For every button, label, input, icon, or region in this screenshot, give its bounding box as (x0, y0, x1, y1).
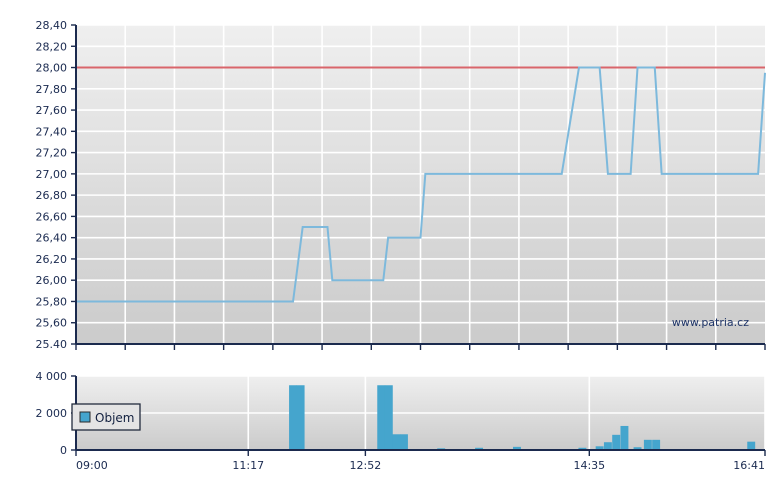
price-y-tick-label: 25,80 (36, 295, 68, 308)
volume-bar[interactable] (612, 434, 621, 450)
price-y-tick-label: 27,00 (36, 168, 68, 181)
price-y-tick-label: 25.40 (36, 338, 68, 351)
price-y-tick-labels: 28,40 28,20 28,00 27,80 27,60 27,40 27,20 27,00… (36, 19, 76, 351)
volume-x-tick-label: 16:41 (733, 459, 765, 472)
price-y-tick-label: 27,20 (36, 147, 68, 160)
price-y-tick-label: 28,00 (36, 62, 68, 75)
price-y-tick-label: 25,60 (36, 317, 68, 330)
volume-bar[interactable] (652, 439, 661, 450)
volume-bar[interactable] (296, 385, 305, 450)
volume-x-tick-labels: 09:00 11:17 12:52 14:35 16:41 (75, 450, 766, 472)
price-y-tick-label: 28,40 (36, 19, 68, 32)
volume-x-tick-label: 14:35 (573, 459, 605, 472)
price-y-tick-label: 26,40 (36, 232, 68, 245)
volume-bar[interactable] (747, 441, 756, 450)
price-y-tick-label: 27,40 (36, 125, 68, 138)
volume-bar[interactable] (289, 385, 297, 450)
volume-bar[interactable] (595, 446, 604, 450)
volume-plot[interactable]: 4 000 2 000 0 09:00 11:17 12:52 14:35 16:41 Ob… (0, 360, 780, 490)
volume-x-tick-label: 09:00 (76, 459, 108, 472)
price-y-tick-label: 26,80 (36, 189, 68, 202)
volume-bar-series[interactable] (289, 385, 756, 450)
price-y-tick-label: 26,00 (36, 274, 68, 287)
volume-bar[interactable] (620, 425, 629, 450)
volume-bar[interactable] (475, 447, 484, 450)
volume-bar[interactable] (384, 385, 393, 450)
price-plot[interactable]: 28,40 28,20 28,00 27,80 27,60 27,40 27,20 27,00… (0, 0, 780, 360)
volume-x-tick-label: 11:17 (232, 459, 264, 472)
legend-volume-label: Objem (95, 411, 134, 425)
price-x-axis (75, 343, 766, 350)
volume-y-tick-label: 4 000 (36, 370, 68, 383)
volume-bar[interactable] (578, 447, 587, 450)
volume-panel: 4 000 2 000 0 09:00 11:17 12:52 14:35 16:41 Ob… (0, 360, 780, 490)
legend-box[interactable] (71, 403, 141, 431)
volume-y-tick-label: 0 (60, 444, 67, 457)
legend-swatch-icon (79, 411, 91, 423)
volume-bar[interactable] (400, 434, 408, 450)
price-y-tick-label: 26,60 (36, 210, 68, 223)
volume-legend[interactable]: Objem (71, 403, 141, 431)
volume-bar[interactable] (643, 439, 652, 450)
price-line-series[interactable] (76, 66, 766, 303)
volume-gridlines (76, 375, 766, 450)
price-y-tick-label: 27,60 (36, 104, 68, 117)
volume-bar[interactable] (392, 434, 401, 450)
volume-y-tick-label: 2 000 (36, 407, 68, 420)
volume-bar[interactable] (512, 446, 521, 450)
volume-x-tick-label: 12:52 (350, 459, 382, 472)
volume-bar[interactable] (633, 447, 642, 450)
volume-y-tick-labels: 4 000 2 000 0 (36, 370, 76, 457)
volume-bar[interactable] (603, 442, 612, 450)
price-panel: 28,40 28,20 28,00 27,80 27,60 27,40 27,20 27,00… (0, 0, 780, 360)
watermark-label: www.patria.cz (672, 316, 749, 329)
price-y-tick-label: 27,80 (36, 83, 68, 96)
volume-bar[interactable] (377, 385, 386, 450)
price-y-tick-label: 28,20 (36, 40, 68, 53)
watermark: www.patria.cz (672, 316, 749, 329)
price-y-tick-label: 26,20 (36, 253, 68, 266)
